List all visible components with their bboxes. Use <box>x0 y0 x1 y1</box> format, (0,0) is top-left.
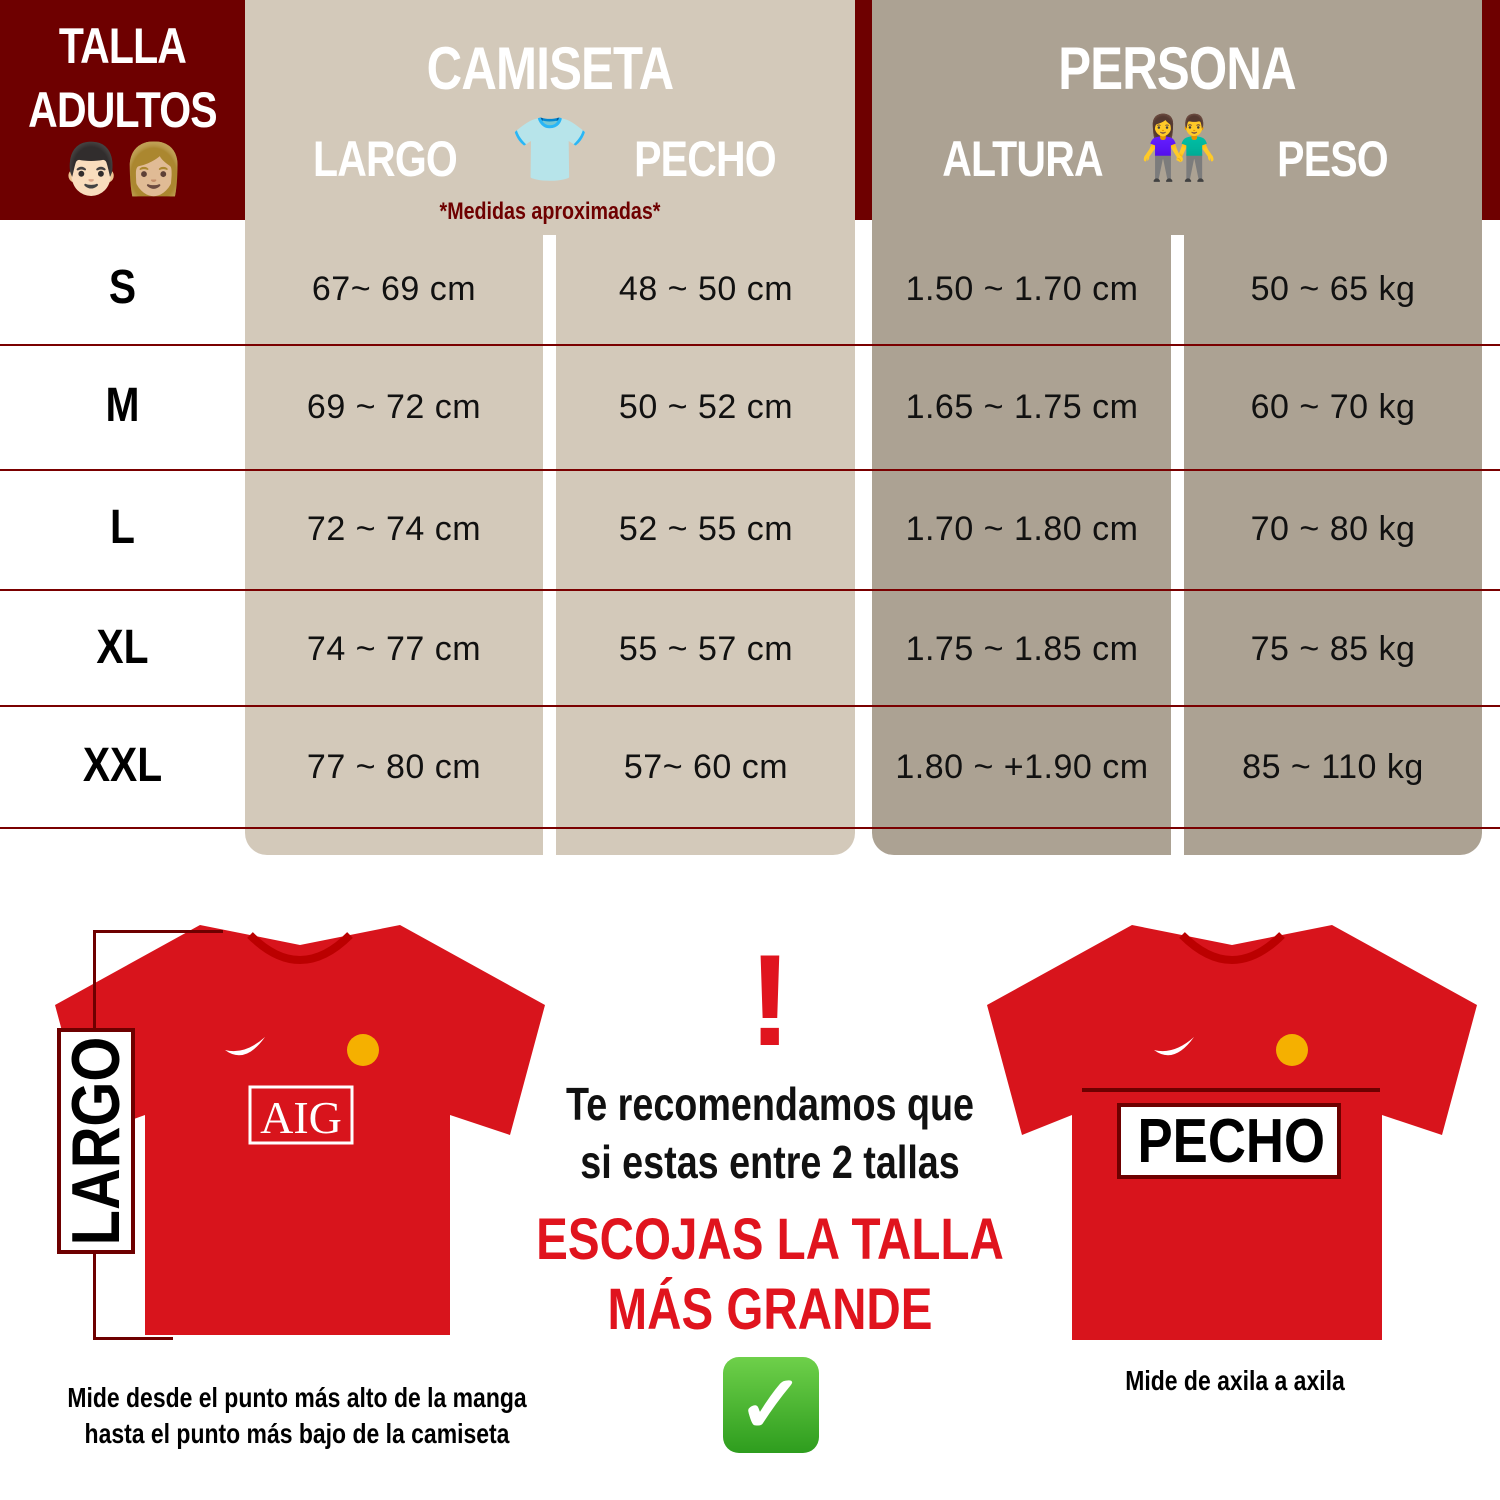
pecho-heading: PECHO <box>634 131 777 187</box>
pecho-label-box: PECHO <box>1117 1103 1341 1179</box>
largo-label-box: LARGO <box>57 1028 135 1254</box>
peso-value: 70 ~ 80 kg <box>1250 510 1416 548</box>
largo-instructions-line: hasta el punto más bajo de la camiseta <box>84 1418 510 1449</box>
persona-heading: PERSONA <box>1058 35 1296 102</box>
row-divider <box>0 469 1500 471</box>
recommendation-line: si estas entre 2 tallas <box>580 1136 960 1188</box>
peso-value: 60 ~ 70 kg <box>1250 388 1416 426</box>
recommendation-highlight-line: MÁS GRANDE <box>607 1277 933 1342</box>
peso-heading: PESO <box>1277 131 1388 187</box>
altura-value: 1.80 ~ +1.90 cm <box>895 748 1149 786</box>
altura-heading: ALTURA <box>942 131 1103 187</box>
column-divider <box>1171 235 1184 855</box>
pecho-value: 55 ~ 57 cm <box>618 630 794 668</box>
largo-label: LARGO <box>58 1036 134 1246</box>
largo-value: 77 ~ 80 cm <box>306 748 482 786</box>
title: TALLA ADULTOS <box>22 14 223 142</box>
pecho-value: 50 ~ 52 cm <box>618 388 794 426</box>
pecho-label: PECHO <box>1137 1107 1325 1176</box>
largo-measure-tick <box>93 1337 173 1340</box>
largo-value: 69 ~ 72 cm <box>306 388 482 426</box>
altura-value: 1.75 ~ 1.85 cm <box>905 630 1139 668</box>
largo-value: 72 ~ 74 cm <box>306 510 482 548</box>
row-divider <box>0 827 1500 829</box>
largo-instructions: Mide desde el punto más alto de la manga… <box>10 1380 584 1452</box>
altura-value: 1.70 ~ 1.80 cm <box>905 510 1139 548</box>
peso-value: 50 ~ 65 kg <box>1250 270 1416 308</box>
shirt-icon: 👕 <box>510 113 590 185</box>
altura-value: 1.65 ~ 1.75 cm <box>905 388 1139 426</box>
largo-value: 74 ~ 77 cm <box>306 630 482 668</box>
recommendation-text: Te recomendamos que si estas entre 2 tall… <box>442 1075 1098 1191</box>
size-label: S <box>108 261 137 314</box>
pecho-instructions: Mide de axila a axila <box>1125 1365 1345 1396</box>
pecho-value: 48 ~ 50 cm <box>618 270 794 308</box>
column-divider <box>543 235 556 855</box>
sponsor-text: AIG <box>260 1092 342 1143</box>
check-icon: ✓ <box>723 1357 819 1453</box>
adults-emoji: 👨🏻👩🏼 <box>60 141 185 197</box>
recommendation-line: Te recomendamos que <box>565 1078 975 1130</box>
peso-value: 85 ~ 110 kg <box>1242 748 1424 786</box>
title-line: ADULTOS <box>28 82 217 138</box>
shirt-largo-image: AIG <box>55 925 545 1335</box>
pecho-value: 57~ 60 cm <box>623 748 789 786</box>
recommendation-highlight-line: ESCOJAS LA TALLA <box>536 1207 1004 1272</box>
row-divider <box>0 705 1500 707</box>
row-divider <box>0 589 1500 591</box>
title-line: TALLA <box>58 18 187 74</box>
row-divider <box>0 344 1500 346</box>
size-label: XL <box>96 621 149 674</box>
largo-heading: LARGO <box>313 131 458 187</box>
largo-instructions-line: Mide desde el punto más alto de la manga <box>67 1382 527 1413</box>
size-label: M <box>105 379 140 432</box>
peso-value: 75 ~ 85 kg <box>1250 630 1416 668</box>
size-label: XXL <box>82 739 163 792</box>
warning-icon: ! <box>748 927 792 1073</box>
measurements-note: *Medidas aproximadas* <box>439 198 661 225</box>
largo-value: 67~ 69 cm <box>311 270 477 308</box>
size-label: L <box>110 501 135 554</box>
recommendation-highlight: ESCOJAS LA TALLA MÁS GRANDE <box>442 1205 1098 1345</box>
camiseta-heading: CAMISETA <box>426 35 675 102</box>
pecho-value: 52 ~ 55 cm <box>618 510 794 548</box>
largo-measure-tick <box>93 930 223 933</box>
altura-value: 1.50 ~ 1.70 cm <box>905 270 1139 308</box>
people-icon: 👫 <box>1140 114 1218 183</box>
